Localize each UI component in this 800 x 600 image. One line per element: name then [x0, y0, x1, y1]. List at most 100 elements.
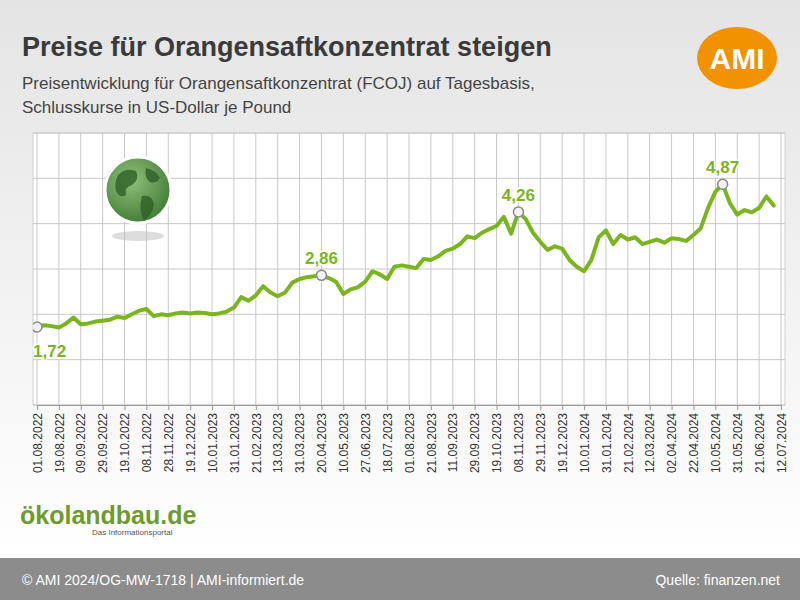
footer-bar [0, 558, 800, 600]
x-tick-label: 31.05.2024 [731, 413, 745, 473]
grid-line-x [255, 133, 256, 405]
x-tick-mark [672, 405, 673, 410]
globe-shadow [112, 231, 164, 241]
globe-icon [105, 157, 171, 241]
x-tick: 08.11.2023 [512, 405, 526, 472]
x-tick: 21.02.2023 [250, 405, 264, 473]
x-tick-label: 29.11.2023 [534, 413, 548, 472]
x-tick-label: 27.06.2023 [359, 413, 373, 473]
x-tick-mark [628, 405, 629, 410]
x-tick: 31.01.2024 [600, 405, 614, 473]
x-tick: 12.03.2024 [643, 405, 657, 473]
x-tick: 01.08.2022 [31, 405, 45, 473]
x-tick-mark [81, 405, 82, 410]
x-tick: 19.08.2022 [53, 405, 67, 473]
x-tick: 21.08.2023 [425, 405, 439, 473]
x-tick: 10.01.2023 [206, 405, 220, 473]
x-tick-label: 11.09.2023 [446, 413, 460, 472]
x-tick-mark [256, 405, 257, 410]
x-tick: 10.01.2024 [578, 405, 592, 473]
x-tick-mark [497, 405, 498, 410]
x-tick: 28.11.2022 [162, 405, 176, 472]
x-tick-mark [168, 405, 169, 410]
grid-line-x [233, 133, 234, 405]
x-tick-mark [37, 405, 38, 410]
annotation-marker [33, 322, 42, 332]
x-tick-label: 31.01.2023 [228, 413, 242, 473]
x-tick-label: 21.02.2023 [250, 413, 264, 473]
x-tick-mark [278, 405, 279, 410]
x-tick-label: 31.01.2024 [600, 413, 614, 473]
x-tick: 18.07.2023 [381, 405, 395, 473]
x-tick: 10.05.2024 [709, 405, 723, 473]
grid-line-x [518, 133, 519, 405]
x-tick: 31.03.2023 [293, 405, 307, 473]
x-tick-mark [387, 405, 388, 410]
x-tick: 02.04.2024 [665, 405, 679, 473]
x-tick-mark [562, 405, 563, 410]
x-tick: 19.12.2022 [184, 405, 198, 473]
x-tick: 20.04.2023 [315, 405, 329, 473]
subtitle: Schlusskurse in US-Dollar je Pound [22, 98, 291, 117]
annotation-marker [718, 179, 728, 189]
x-tick-label: 13.03.2023 [271, 413, 285, 473]
partner-logo: ökolandbau.de [20, 501, 197, 529]
x-tick-mark [540, 405, 541, 410]
x-tick-mark [475, 405, 476, 410]
x-tick-label: 12.07.2024 [775, 413, 789, 473]
x-tick-mark [212, 405, 213, 410]
grid-line-x [277, 133, 278, 405]
x-tick: 31.01.2023 [228, 405, 242, 473]
x-tick: 19.10.2023 [490, 405, 504, 473]
grid-line-x [671, 133, 672, 405]
logo-shape [697, 27, 777, 89]
x-tick: 29.09.2022 [96, 405, 110, 473]
marks [33, 179, 774, 332]
x-tick: 19.10.2022 [118, 405, 132, 473]
x-tick-label: 31.03.2023 [293, 413, 307, 473]
grid-line-x [321, 133, 322, 405]
x-tick-mark [759, 405, 760, 410]
grid-line-x [452, 133, 453, 405]
grid-line-x [102, 133, 103, 405]
grid-line-x [430, 133, 431, 405]
grid-line-x [693, 133, 694, 405]
annotation-label: 4,26 [502, 186, 535, 205]
grid-line-x [781, 133, 782, 405]
x-tick-label: 29.09.2023 [468, 413, 482, 473]
x-tick-mark [125, 405, 126, 410]
background [0, 0, 800, 558]
x-tick-label: 02.04.2024 [665, 413, 679, 473]
x-tick: 09.09.2022 [74, 405, 88, 473]
grid-line-x [387, 133, 388, 405]
annotation-marker [316, 270, 326, 280]
x-tick: 10.05.2023 [337, 405, 351, 473]
x-tick-label: 09.09.2022 [74, 413, 88, 473]
x-tick: 22.04.2024 [687, 405, 701, 473]
x-tick-mark [59, 405, 60, 410]
x-tick-label: 19.10.2023 [490, 413, 504, 473]
x-tick: 31.05.2024 [731, 405, 745, 473]
x-tick-label: 01.08.2023 [403, 413, 417, 473]
footer-left: © AMI 2024/OG-MW-1718 | AMI-informiert.d… [22, 572, 304, 588]
x-tick: 12.07.2024 [775, 405, 789, 473]
grid-line-x [190, 133, 191, 405]
plot-area [33, 133, 785, 405]
x-tick-mark [365, 405, 366, 410]
x-tick-mark [453, 405, 454, 410]
annotation-label: 4,87 [706, 158, 739, 177]
x-tick-mark [606, 405, 607, 410]
x-tick-label: 20.04.2023 [315, 413, 329, 473]
x-tick-label: 10.05.2024 [709, 413, 723, 473]
x-tick-mark [715, 405, 716, 410]
x-tick: 27.06.2023 [359, 405, 373, 473]
x-tick-mark [518, 405, 519, 410]
x-tick-mark [343, 405, 344, 410]
grid-line-x [649, 133, 650, 405]
x-axis: 01.08.2022 19.08.2022 09.09.2022 29.09.2022… [31, 405, 789, 473]
annotation-marker [513, 207, 523, 217]
x-tick-mark [781, 405, 782, 410]
x-tick-label: 01.08.2022 [31, 413, 45, 473]
grid-line-x [37, 133, 38, 405]
grid-line-x [58, 133, 59, 405]
